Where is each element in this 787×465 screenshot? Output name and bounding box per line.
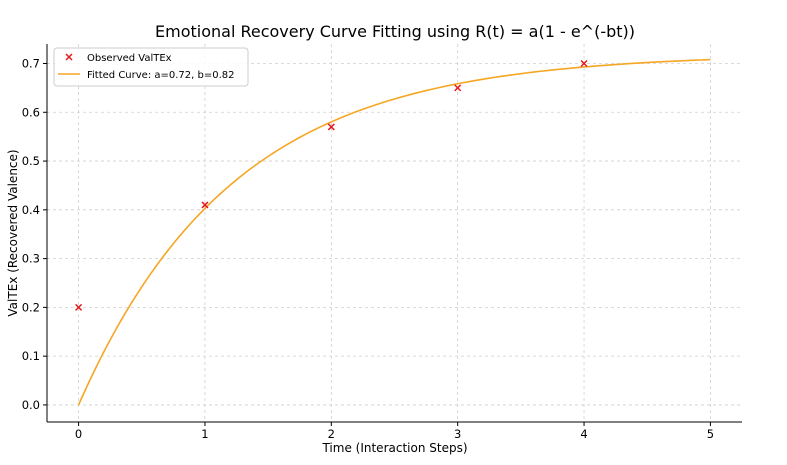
- observed-point-1: [201, 201, 209, 209]
- y-tick-label-3: 0.3: [22, 252, 40, 266]
- x-tick-label-4: 4: [580, 427, 587, 441]
- plot-area: [75, 58, 711, 406]
- y-tick-label-7: 0.7: [22, 57, 40, 71]
- ticks: 0 1 2 3 4 5 0.0 0.1 0.2 0.3 0.4 0.5 0.6 0.7: [22, 57, 714, 441]
- x-tick-label-0: 0: [75, 427, 82, 441]
- x-axis-label: Time (Interaction Steps): [321, 441, 467, 455]
- x-tick-label-1: 1: [201, 427, 208, 441]
- legend: Observed ValTEx Fitted Curve: a=0.72, b=…: [53, 47, 249, 87]
- observed-point-4: [580, 59, 588, 68]
- legend-marker-observed: [65, 53, 73, 61]
- legend-label-observed: Observed ValTEx: [87, 53, 172, 64]
- y-tick-label-2: 0.2: [22, 300, 40, 314]
- legend-label-fitted: Fitted Curve: a=0.72, b=0.82: [87, 70, 235, 81]
- fitted-curve-line: [77, 58, 711, 406]
- y-tick-label-1: 0.1: [22, 349, 40, 363]
- axes: [46, 44, 742, 423]
- legend-box: [53, 47, 249, 87]
- y-tick-label-4: 0.4: [22, 203, 40, 217]
- grid: [47, 44, 742, 422]
- y-axis-label: ValTEx (Recovered Valence): [6, 149, 20, 316]
- observed-point-3: [454, 84, 462, 92]
- x-tick-label-3: 3: [454, 427, 461, 441]
- x-tick-label-2: 2: [328, 427, 335, 441]
- y-tick-label-5: 0.5: [22, 154, 40, 168]
- y-tick-label-0: 0.0: [22, 398, 40, 412]
- chart-title: Emotional Recovery Curve Fitting using R…: [155, 22, 635, 41]
- observed-point-2: [327, 123, 335, 131]
- x-tick-label-5: 5: [707, 427, 714, 441]
- observed-point-0: [75, 303, 83, 311]
- y-tick-label-6: 0.6: [22, 105, 40, 119]
- legend-x-marker: [65, 53, 73, 61]
